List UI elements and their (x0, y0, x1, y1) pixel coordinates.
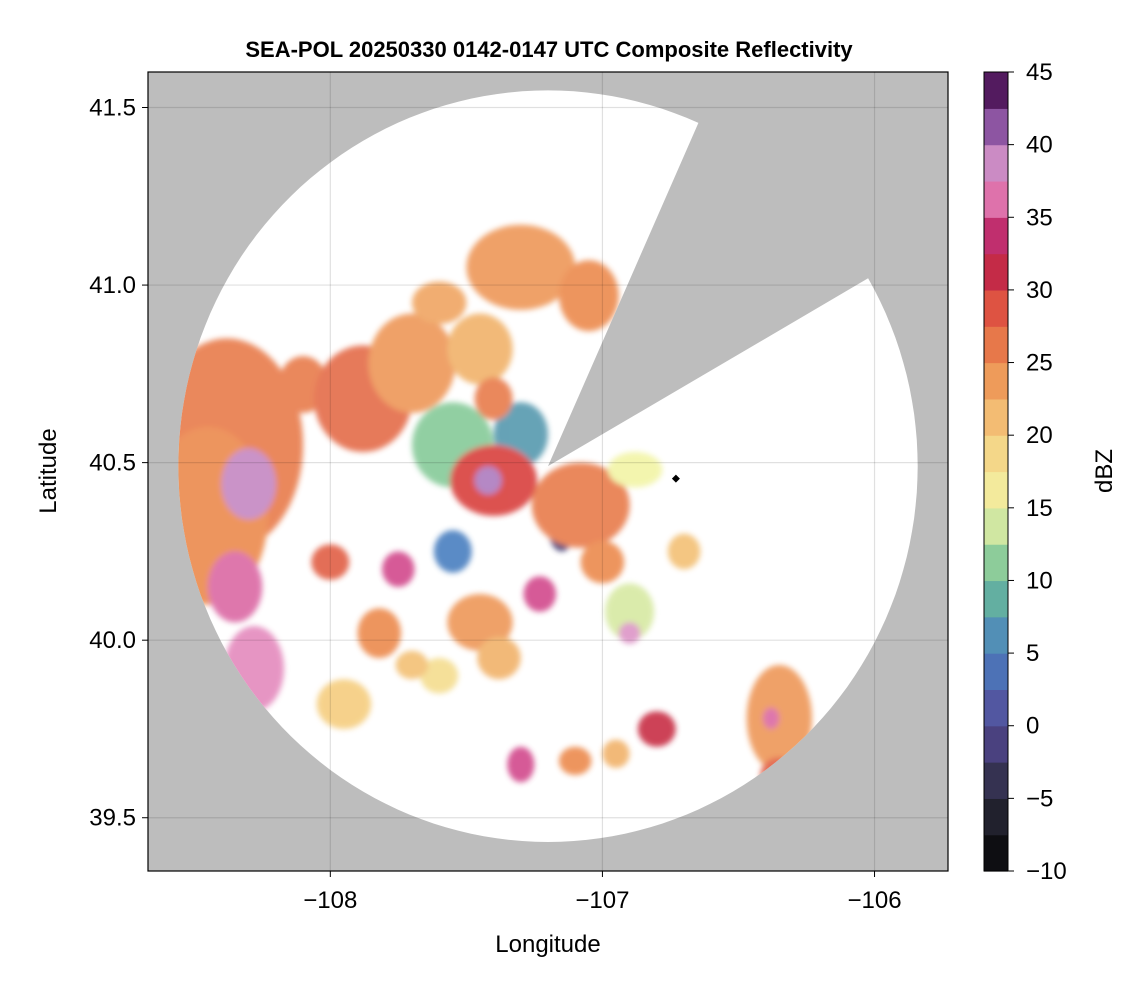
colorbar-segment (984, 435, 1008, 473)
grid (148, 72, 948, 871)
echo-cell (746, 665, 812, 772)
echo-cell (221, 448, 276, 520)
echo-cell (466, 224, 576, 310)
colorbar-tick-label: 5 (1026, 640, 1039, 667)
echo-cell (637, 711, 676, 747)
colorbar-segment (984, 471, 1008, 509)
colorbar-tick-label: 15 (1026, 495, 1053, 522)
colorbar-tick-label: 10 (1026, 567, 1053, 594)
colorbar-segment (984, 725, 1008, 763)
echo-cell (395, 650, 429, 680)
y-axis: 39.5 40.0 40.5 41.0 41.5 (89, 95, 148, 832)
colorbar-segment (984, 689, 1008, 727)
colorbar-segment (984, 180, 1008, 218)
echo-cell (558, 746, 592, 776)
echo-cell (607, 451, 663, 488)
echo-cell (558, 260, 619, 332)
echo-cell (618, 622, 641, 644)
colorbar-tick-label: 0 (1026, 713, 1039, 740)
x-tick-label: −106 (847, 887, 901, 914)
x-tick-label: −108 (303, 887, 357, 914)
y-tick-label: 40.5 (89, 450, 136, 477)
echo-cell (207, 551, 263, 623)
colorbar-segment (984, 217, 1008, 255)
echo-cell (368, 313, 456, 413)
colorbar-segment (984, 72, 1008, 109)
echo-cell (433, 530, 472, 573)
colorbar-frame (983, 71, 1009, 872)
colorbar-segment (984, 108, 1008, 146)
y-axis-label: Latitude (35, 428, 62, 513)
echo-cell (357, 608, 402, 658)
echo-cell (474, 466, 502, 495)
colorbar-segment (984, 507, 1008, 545)
colorbar-tick-label: 30 (1026, 277, 1053, 304)
y-tick-label: 41.0 (89, 272, 136, 299)
echo-cell (382, 551, 415, 587)
colorbar-segment (984, 289, 1008, 327)
colorbar-segment (984, 653, 1008, 691)
echo-cell (420, 657, 459, 694)
colorbar-segment (984, 580, 1008, 618)
colorbar-tick-label: 40 (1026, 132, 1053, 159)
y-tick-label: 40.0 (89, 627, 136, 654)
colorbar-segment (984, 362, 1008, 400)
colorbar-tick-label: 20 (1026, 422, 1053, 449)
x-tick-label: −107 (575, 887, 629, 914)
colorbar-segment (984, 798, 1008, 836)
colorbar: −10 −5 0 5 10 15 20 25 30 35 40 45 (983, 59, 1067, 885)
chart-title: SEA-POL 20250330 0142-0147 UTC Composite… (245, 37, 853, 62)
colorbar-segment (984, 834, 1008, 872)
echo-cell (447, 594, 513, 651)
echo-cell (507, 746, 535, 783)
echo-cell (605, 583, 655, 641)
colorbar-segment (984, 253, 1008, 291)
echo-cell (477, 636, 521, 680)
colorbar-segment (984, 398, 1008, 436)
colorbar-tick-label: 35 (1026, 204, 1053, 231)
colorbar-tick-label: 45 (1026, 59, 1053, 86)
colorbar-tick-label: 25 (1026, 350, 1053, 377)
echo-cell (602, 739, 630, 768)
x-axis-label: Longitude (495, 931, 600, 958)
plot-area (147, 71, 949, 872)
colorbar-segment (984, 144, 1008, 182)
echo-cell (523, 576, 557, 612)
x-axis: −108 −107 −106 (303, 871, 902, 914)
echo-cell (667, 533, 701, 570)
y-tick-label: 41.5 (89, 95, 136, 122)
plot-frame (147, 71, 949, 872)
colorbar-segment (984, 616, 1008, 654)
echo-cell (311, 544, 350, 580)
echo-cell (580, 540, 625, 584)
echo-cell (447, 313, 513, 385)
echo-cell (412, 281, 467, 325)
radar-site-marker (671, 474, 680, 483)
colorbar-segment (984, 762, 1008, 799)
y-tick-label: 39.5 (89, 805, 136, 832)
echo-cell (474, 377, 513, 421)
colorbar-label: dBZ (1091, 449, 1118, 493)
colorbar-tick-label: −10 (1026, 858, 1067, 885)
colorbar-segment (984, 326, 1008, 364)
colorbar-tick-label: −5 (1026, 785, 1053, 812)
echo-cell (316, 679, 372, 729)
echo-cell (531, 462, 630, 548)
echo-cell (762, 707, 780, 729)
colorbar-segment (984, 544, 1008, 582)
radar-coverage (178, 90, 918, 842)
